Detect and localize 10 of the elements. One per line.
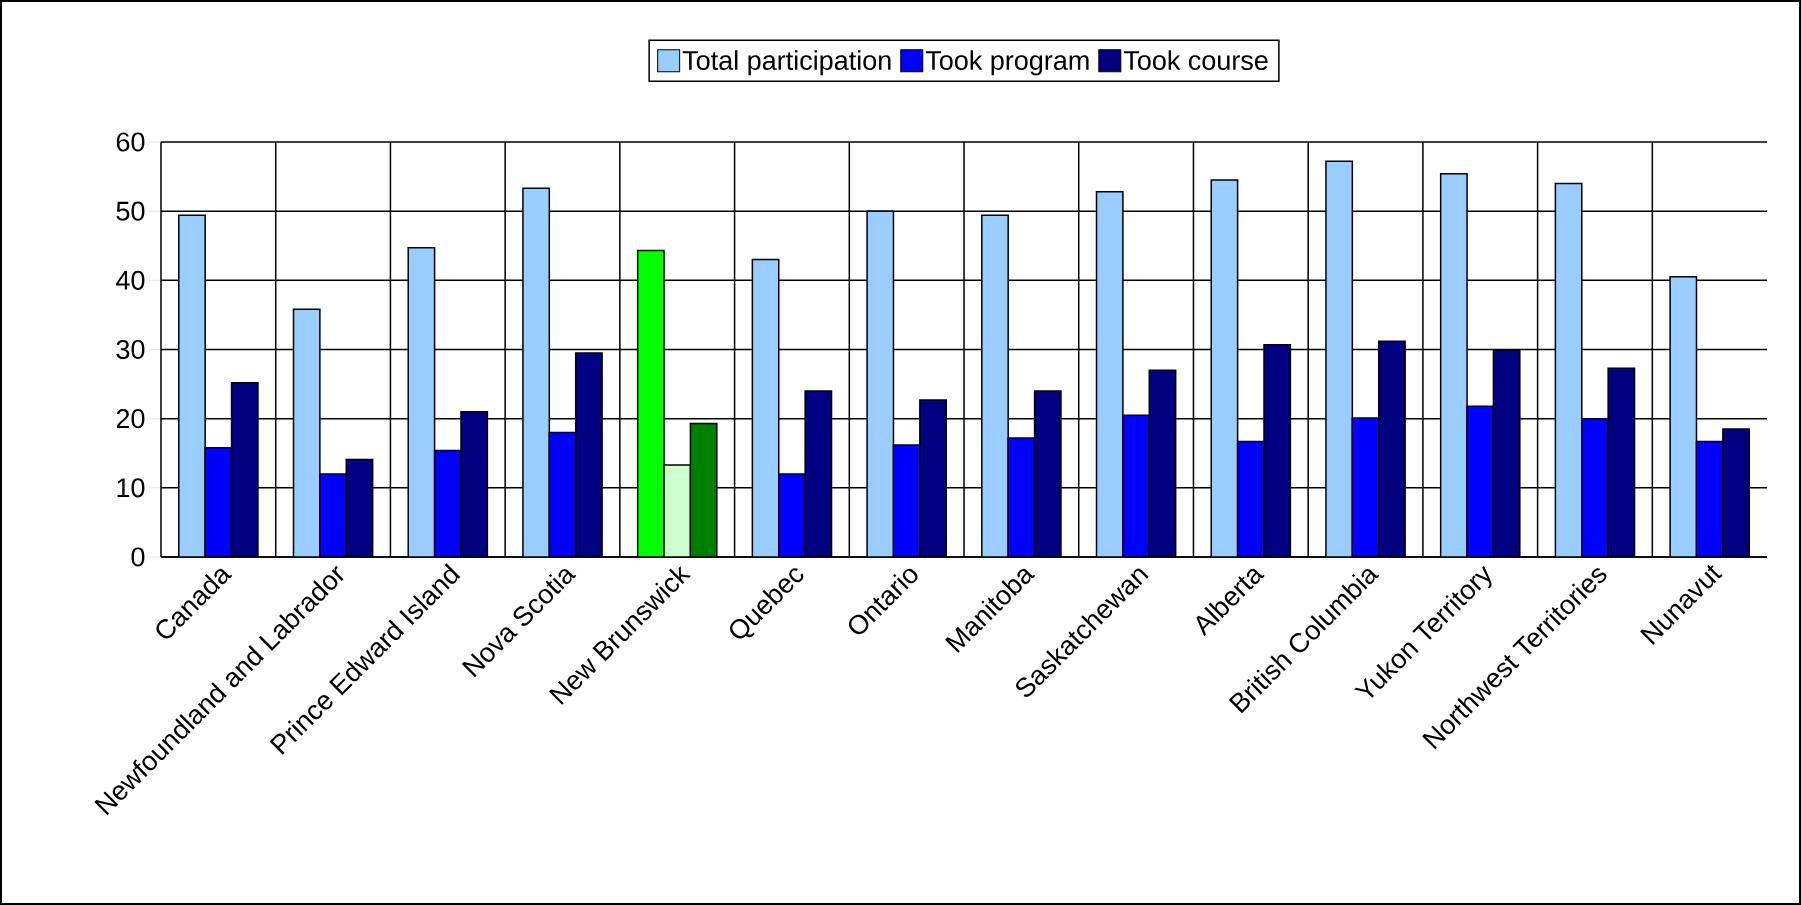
legend-label: Total participation <box>682 50 891 76</box>
y-tick-label: 30 <box>116 339 145 360</box>
y-tick-label: 40 <box>116 270 145 290</box>
y-tick-label: 10 <box>117 478 145 498</box>
y-tick-label: 0 <box>131 547 145 567</box>
legend-label: Took program <box>925 50 1089 76</box>
legend-label: Took course <box>1123 50 1268 71</box>
y-tick-label: 50 <box>116 201 145 221</box>
y-tick-label: 20 <box>116 409 145 429</box>
y-tick-label: 60 <box>116 132 145 152</box>
